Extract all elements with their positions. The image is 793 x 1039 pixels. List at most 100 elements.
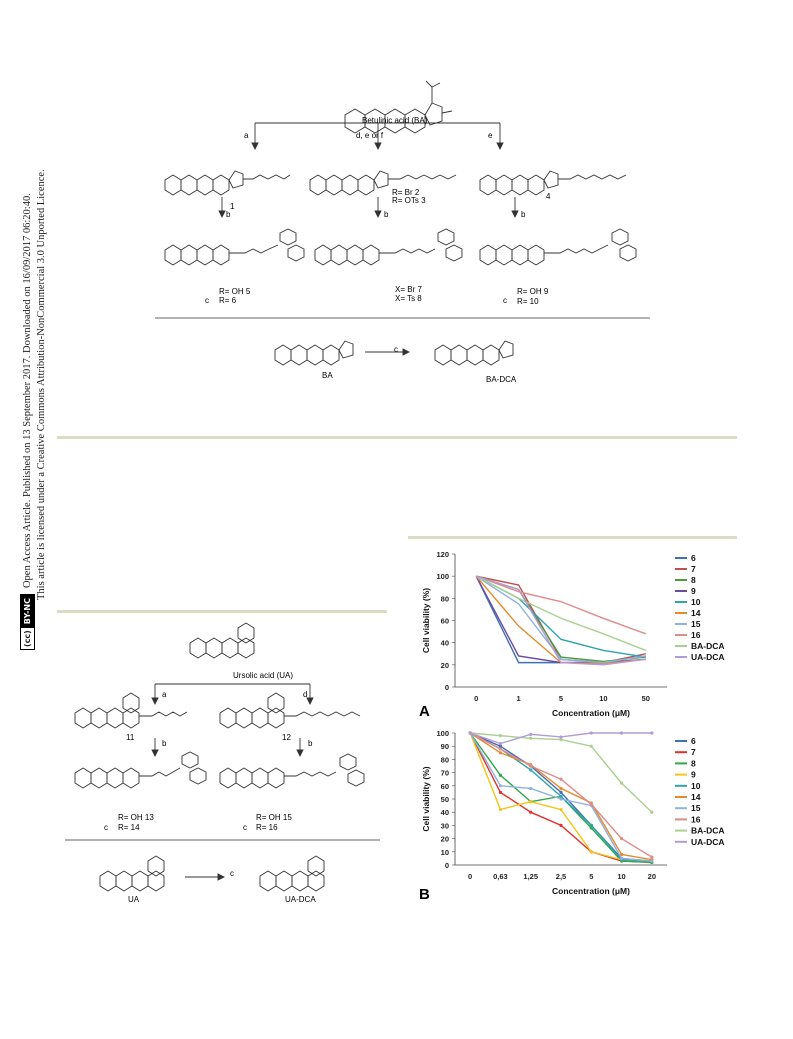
ua-structure-11 <box>74 692 188 729</box>
cmpd-9-label: R= OH 9 <box>517 287 549 296</box>
y-tick-label: 10 <box>441 848 449 857</box>
license-sidebar: (cc) BY-NC Open Access Article. Published … <box>0 110 47 670</box>
x-tick-label: 1 <box>517 694 521 703</box>
scheme2-step-c2: c <box>243 823 247 832</box>
cmpd-4-label: 4 <box>546 192 551 201</box>
x-tick-label: 5 <box>589 872 593 881</box>
ba-dca-structure <box>434 340 514 366</box>
scheme-1-figure <box>155 80 650 366</box>
data-point <box>589 823 593 827</box>
data-point <box>498 807 503 812</box>
cmpd-2-label: R= Br 2 <box>392 188 420 197</box>
x-tick-label: 20 <box>648 872 656 881</box>
y-tick-label: 70 <box>441 769 449 778</box>
ba-structure-row3-middle <box>314 228 463 266</box>
legend-label: 7 <box>691 747 696 757</box>
data-point <box>529 800 533 804</box>
ba-dca-label: BA-DCA <box>486 375 517 384</box>
scheme2-step-b2: b <box>308 739 313 748</box>
data-point <box>619 837 624 841</box>
y-tick-label: 80 <box>441 594 449 603</box>
x-tick-label: 0 <box>468 872 472 881</box>
data-point <box>529 732 533 736</box>
license-line-2: This article is licensed under a Creativ… <box>36 169 47 600</box>
legend-label: 6 <box>691 736 696 746</box>
cmpd-14-label: R= 14 <box>118 823 140 832</box>
ua-label: UA <box>128 895 140 904</box>
ba-structure-row3-left <box>164 228 305 266</box>
ua-dca-structure <box>259 855 325 892</box>
license-line-1: Open Access Article. Published on 13 Sep… <box>21 193 33 589</box>
legend-label: 15 <box>691 619 701 629</box>
data-point <box>589 850 593 854</box>
cmpd-10-label: R= 10 <box>517 297 539 306</box>
x-tick-label: 5 <box>559 694 563 703</box>
scheme1-step-c-bottom: c <box>394 345 398 354</box>
ba-structure-row2-right <box>479 170 627 196</box>
cmpd-8-label: X= Ts 8 <box>395 294 422 303</box>
legend-label: BA-DCA <box>691 826 725 836</box>
chart-b-panel-letter: B <box>419 886 430 903</box>
data-point <box>529 764 533 768</box>
y-tick-label: 60 <box>441 617 449 626</box>
data-point <box>529 786 533 791</box>
scheme2-step-b1: b <box>162 739 167 748</box>
y-tick-label: 120 <box>436 550 449 559</box>
legend-label: 8 <box>691 575 696 585</box>
data-point <box>498 741 503 746</box>
section-rule-top <box>57 436 737 439</box>
legend-label: 15 <box>691 803 701 813</box>
cmpd-1-label: 1 <box>230 202 235 211</box>
ba-structure-top <box>344 80 453 134</box>
cc-by-nc-badge[interactable]: (cc) BY-NC <box>20 594 35 650</box>
chart-b: 0 10 20 30 40 50 60 70 80 90 100 0 0,63 1,25 2,5 5 10 20 C… <box>421 729 725 896</box>
x-axis-label: Concentration (μM) <box>552 886 630 896</box>
legend-label: 16 <box>691 630 701 640</box>
scheme1-start-label: Betulinic acid (BA) <box>362 116 428 125</box>
legend-label: 9 <box>691 586 696 596</box>
y-tick-label: 20 <box>441 661 449 670</box>
data-point <box>498 747 503 751</box>
legend-label: 6 <box>691 553 696 563</box>
data-point <box>559 777 563 781</box>
data-point <box>468 731 472 735</box>
y-axis-label: Cell viability (%) <box>421 588 431 653</box>
scheme-2-figure <box>65 622 380 892</box>
scheme1-step-b1: b <box>226 210 231 219</box>
scheme1-step-e: e <box>488 131 493 140</box>
cmpd-16-label: R= 16 <box>256 823 278 832</box>
ua-structure-12 <box>219 692 361 729</box>
y-tick-label: 20 <box>441 835 449 844</box>
scheme1-step-def: d, e or f <box>356 131 384 140</box>
data-point <box>498 790 503 794</box>
data-point <box>498 734 503 738</box>
legend-label: 16 <box>691 814 701 824</box>
ua-structure-top <box>189 622 255 659</box>
cmpd-6-label: R= 6 <box>219 296 237 305</box>
data-point <box>559 735 563 739</box>
cmpd-12-label: 12 <box>282 733 291 742</box>
section-rule-right <box>408 536 737 539</box>
y-tick-label: 50 <box>441 795 449 804</box>
ba-structure-bottom <box>274 340 354 366</box>
series-line-15 <box>475 575 646 664</box>
x-tick-label: 10 <box>599 694 607 703</box>
legend-label: 10 <box>691 597 701 607</box>
cmpd-7-label: X= Br 7 <box>395 285 422 294</box>
y-tick-label: 0 <box>445 861 449 870</box>
scheme2-start-label: Ursolic acid (UA) <box>233 671 294 680</box>
series-line-ua-dca <box>475 575 646 666</box>
scheme1-step-a: a <box>244 131 249 140</box>
scheme1-step-b3: b <box>521 210 526 219</box>
data-point <box>650 810 654 814</box>
legend-label: 8 <box>691 758 696 768</box>
y-tick-label: 0 <box>445 683 449 692</box>
x-tick-label: 50 <box>642 694 650 703</box>
y-tick-label: 90 <box>441 742 449 751</box>
cmpd-3-label: R= OTs 3 <box>392 196 426 205</box>
cmpd-11-label: 11 <box>126 733 135 742</box>
x-tick-label: 0,63 <box>493 872 508 881</box>
data-point <box>589 802 593 806</box>
data-point <box>498 773 503 777</box>
legend-label: 14 <box>691 792 701 802</box>
